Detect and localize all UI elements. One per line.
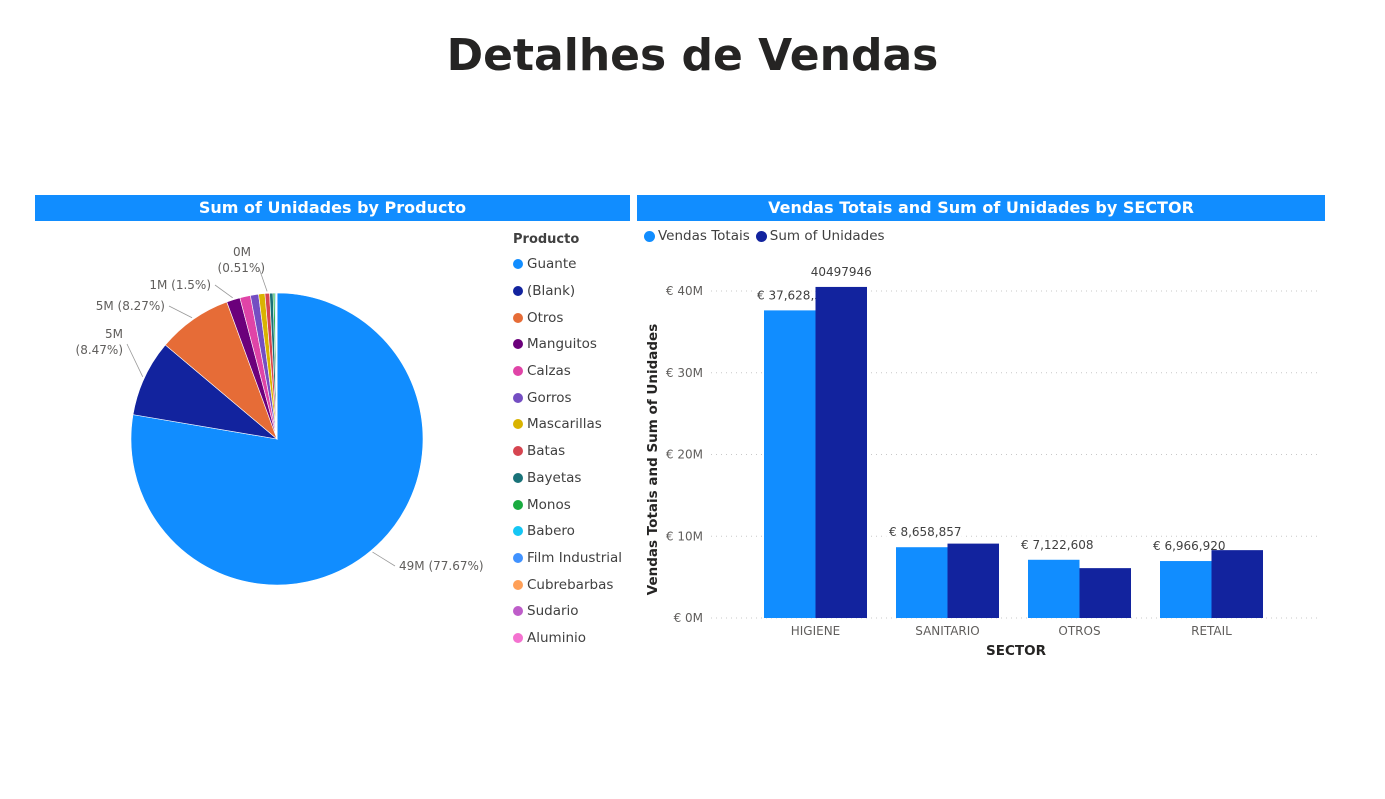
y-tick-label: € 20M [666, 448, 703, 462]
legend-item-batas[interactable]: Batas [513, 438, 622, 465]
x-tick-label-otros: OTROS [1058, 624, 1100, 638]
legend-dot-icon [513, 552, 523, 563]
legend-item-label: Mascarillas [527, 416, 602, 433]
y-axis-title: Vendas Totais and Sum of Unidades [645, 324, 661, 595]
legend-item-label: Babero [527, 523, 575, 540]
legend-item-babero[interactable]: Babero [513, 518, 622, 545]
legend-dot-icon [513, 606, 523, 617]
legend-dot-icon [513, 366, 523, 377]
data-label-vendas-totais-sanitario: € 8,658,857 [889, 525, 962, 539]
legend-dot-icon [513, 446, 523, 457]
pie-leader-line [372, 551, 396, 567]
legend-item-label: Bayetas [527, 469, 582, 486]
legend-dot-icon [513, 286, 523, 297]
bar-legend-label: Sum of Unidades [769, 228, 885, 244]
pie-leader-line [258, 267, 268, 292]
legend-dot-icon [513, 259, 523, 270]
x-tick-label-higiene: HIGIENE [791, 624, 841, 638]
legend-item-label: Gorros [527, 389, 572, 406]
legend-dot-icon [755, 230, 767, 242]
pie-leader-line [214, 284, 233, 299]
legend-item-bayetas[interactable]: Bayetas [513, 465, 622, 492]
bar-legend-item-sum-of-unidades[interactable]: Sum of Unidades [755, 228, 885, 244]
data-label-background [886, 523, 966, 541]
bar-chart[interactable]: € 0M € 10M € 20M € 30M € 40M Vendas Totais an… [637, 225, 1325, 675]
legend-item-label: Sudario [527, 603, 579, 620]
legend-dot-icon [644, 230, 655, 242]
legend-item-guante[interactable]: Guante [513, 251, 622, 278]
data-label-vendas-totais-otros: € 7,122,608 [1021, 538, 1094, 552]
y-tick-label: € 0M [674, 611, 703, 625]
pie-leader-line [126, 343, 144, 377]
legend-dot-icon [513, 312, 523, 323]
pie-data-label-batas: 0M (0.51%) [218, 245, 265, 275]
bar-chart-title: Vendas Totais and Sum of Unidades by SEC… [637, 195, 1325, 221]
pie-data-label-blank: 5M (8.47%) [76, 327, 123, 357]
pie-data-label-manguitos: 1M (1.5%) [149, 278, 211, 292]
pie-chart[interactable]: 49M (77.67%) 5M (8.47%) 5M (8.27%) 1M (1.5%)… [35, 225, 505, 655]
x-tick-label-retail: RETAIL [1191, 624, 1232, 638]
bar-vendas-totais-otros[interactable] [1028, 559, 1080, 618]
legend-item-label: Otros [527, 309, 564, 326]
pie-leader-line [168, 305, 193, 319]
legend-item-gorros[interactable]: Gorros [513, 384, 622, 411]
legend-dot-icon [513, 472, 523, 483]
pie-data-label-guante: 49M (77.67%) [399, 559, 484, 573]
legend-dot-icon [513, 499, 523, 510]
legend-item-label: Guante [527, 256, 577, 273]
bar-sum-of-unidades-retail[interactable] [1211, 550, 1264, 618]
legend-item-blank[interactable]: (Blank) [513, 278, 622, 305]
legend-dot-icon [513, 419, 523, 430]
legend-dot-icon [513, 339, 523, 350]
bar-sum-of-unidades-sanitario[interactable] [947, 543, 1000, 618]
legend-item-aluminio[interactable]: Aluminio [513, 625, 622, 652]
legend-dot-icon [513, 579, 523, 590]
legend-dot-icon [513, 526, 523, 537]
y-tick-label: € 30M [666, 366, 703, 380]
legend-item-label: Manguitos [527, 336, 597, 353]
bar-sum-of-unidades-higiene[interactable] [815, 286, 868, 618]
bar-legend-label: Vendas Totais [658, 228, 750, 244]
bar-vendas-totais-sanitario[interactable] [896, 547, 948, 618]
x-tick-label-sanitario: SANITARIO [915, 624, 980, 638]
legend-item-label: Batas [527, 443, 566, 460]
legend-item-monos[interactable]: Monos [513, 491, 622, 518]
legend-item-label: Calzas [527, 363, 571, 380]
bar-vendas-totais-retail[interactable] [1160, 561, 1212, 618]
legend-item-label: Cubrebarbas [527, 576, 614, 593]
page-title: Detalhes de Vendas [446, 30, 939, 81]
legend-item-label: Monos [527, 496, 571, 513]
y-tick-label: € 10M [666, 529, 703, 543]
legend-item-label: (Blank) [527, 283, 576, 300]
bar-legend: Vendas Totais Sum of Unidades [644, 228, 891, 244]
data-label-sum-of-unidades-higiene: 40497946 [811, 265, 872, 279]
data-label-background [1018, 535, 1098, 553]
legend-dot-icon [513, 392, 523, 403]
legend-item-label: Aluminio [527, 629, 587, 646]
pie-data-label-otros: 5M (8.27%) [96, 299, 165, 313]
legend-item-calzas[interactable]: Calzas [513, 358, 622, 385]
pie-legend-title: Producto [513, 232, 580, 247]
legend-dot-icon [513, 632, 523, 643]
data-label-background [1150, 537, 1230, 555]
legend-item-sudario[interactable]: Sudario [513, 598, 622, 625]
x-axis-title: SECTOR [986, 643, 1047, 659]
data-label-vendas-totais-retail: € 6,966,920 [1153, 539, 1226, 553]
pie-legend: Producto Guante (Blank) Otros Manguitos Calz… [513, 232, 622, 651]
y-tick-label: € 40M [666, 284, 703, 298]
legend-item-cubrebarbas[interactable]: Cubrebarbas [513, 571, 622, 598]
pie-chart-title: Sum of Unidades by Producto [35, 195, 630, 221]
bar-vendas-totais-higiene[interactable] [764, 310, 816, 618]
bar-sum-of-unidades-otros[interactable] [1079, 568, 1132, 618]
legend-item-otros[interactable]: Otros [513, 304, 622, 331]
legend-item-label: Film Industrial [527, 549, 623, 566]
legend-item-film-industrial[interactable]: Film Industrial [513, 545, 622, 572]
legend-item-manguitos[interactable]: Manguitos [513, 331, 622, 358]
bar-legend-item-vendas-totais[interactable]: Vendas Totais [644, 228, 750, 244]
legend-item-mascarillas[interactable]: Mascarillas [513, 411, 622, 438]
